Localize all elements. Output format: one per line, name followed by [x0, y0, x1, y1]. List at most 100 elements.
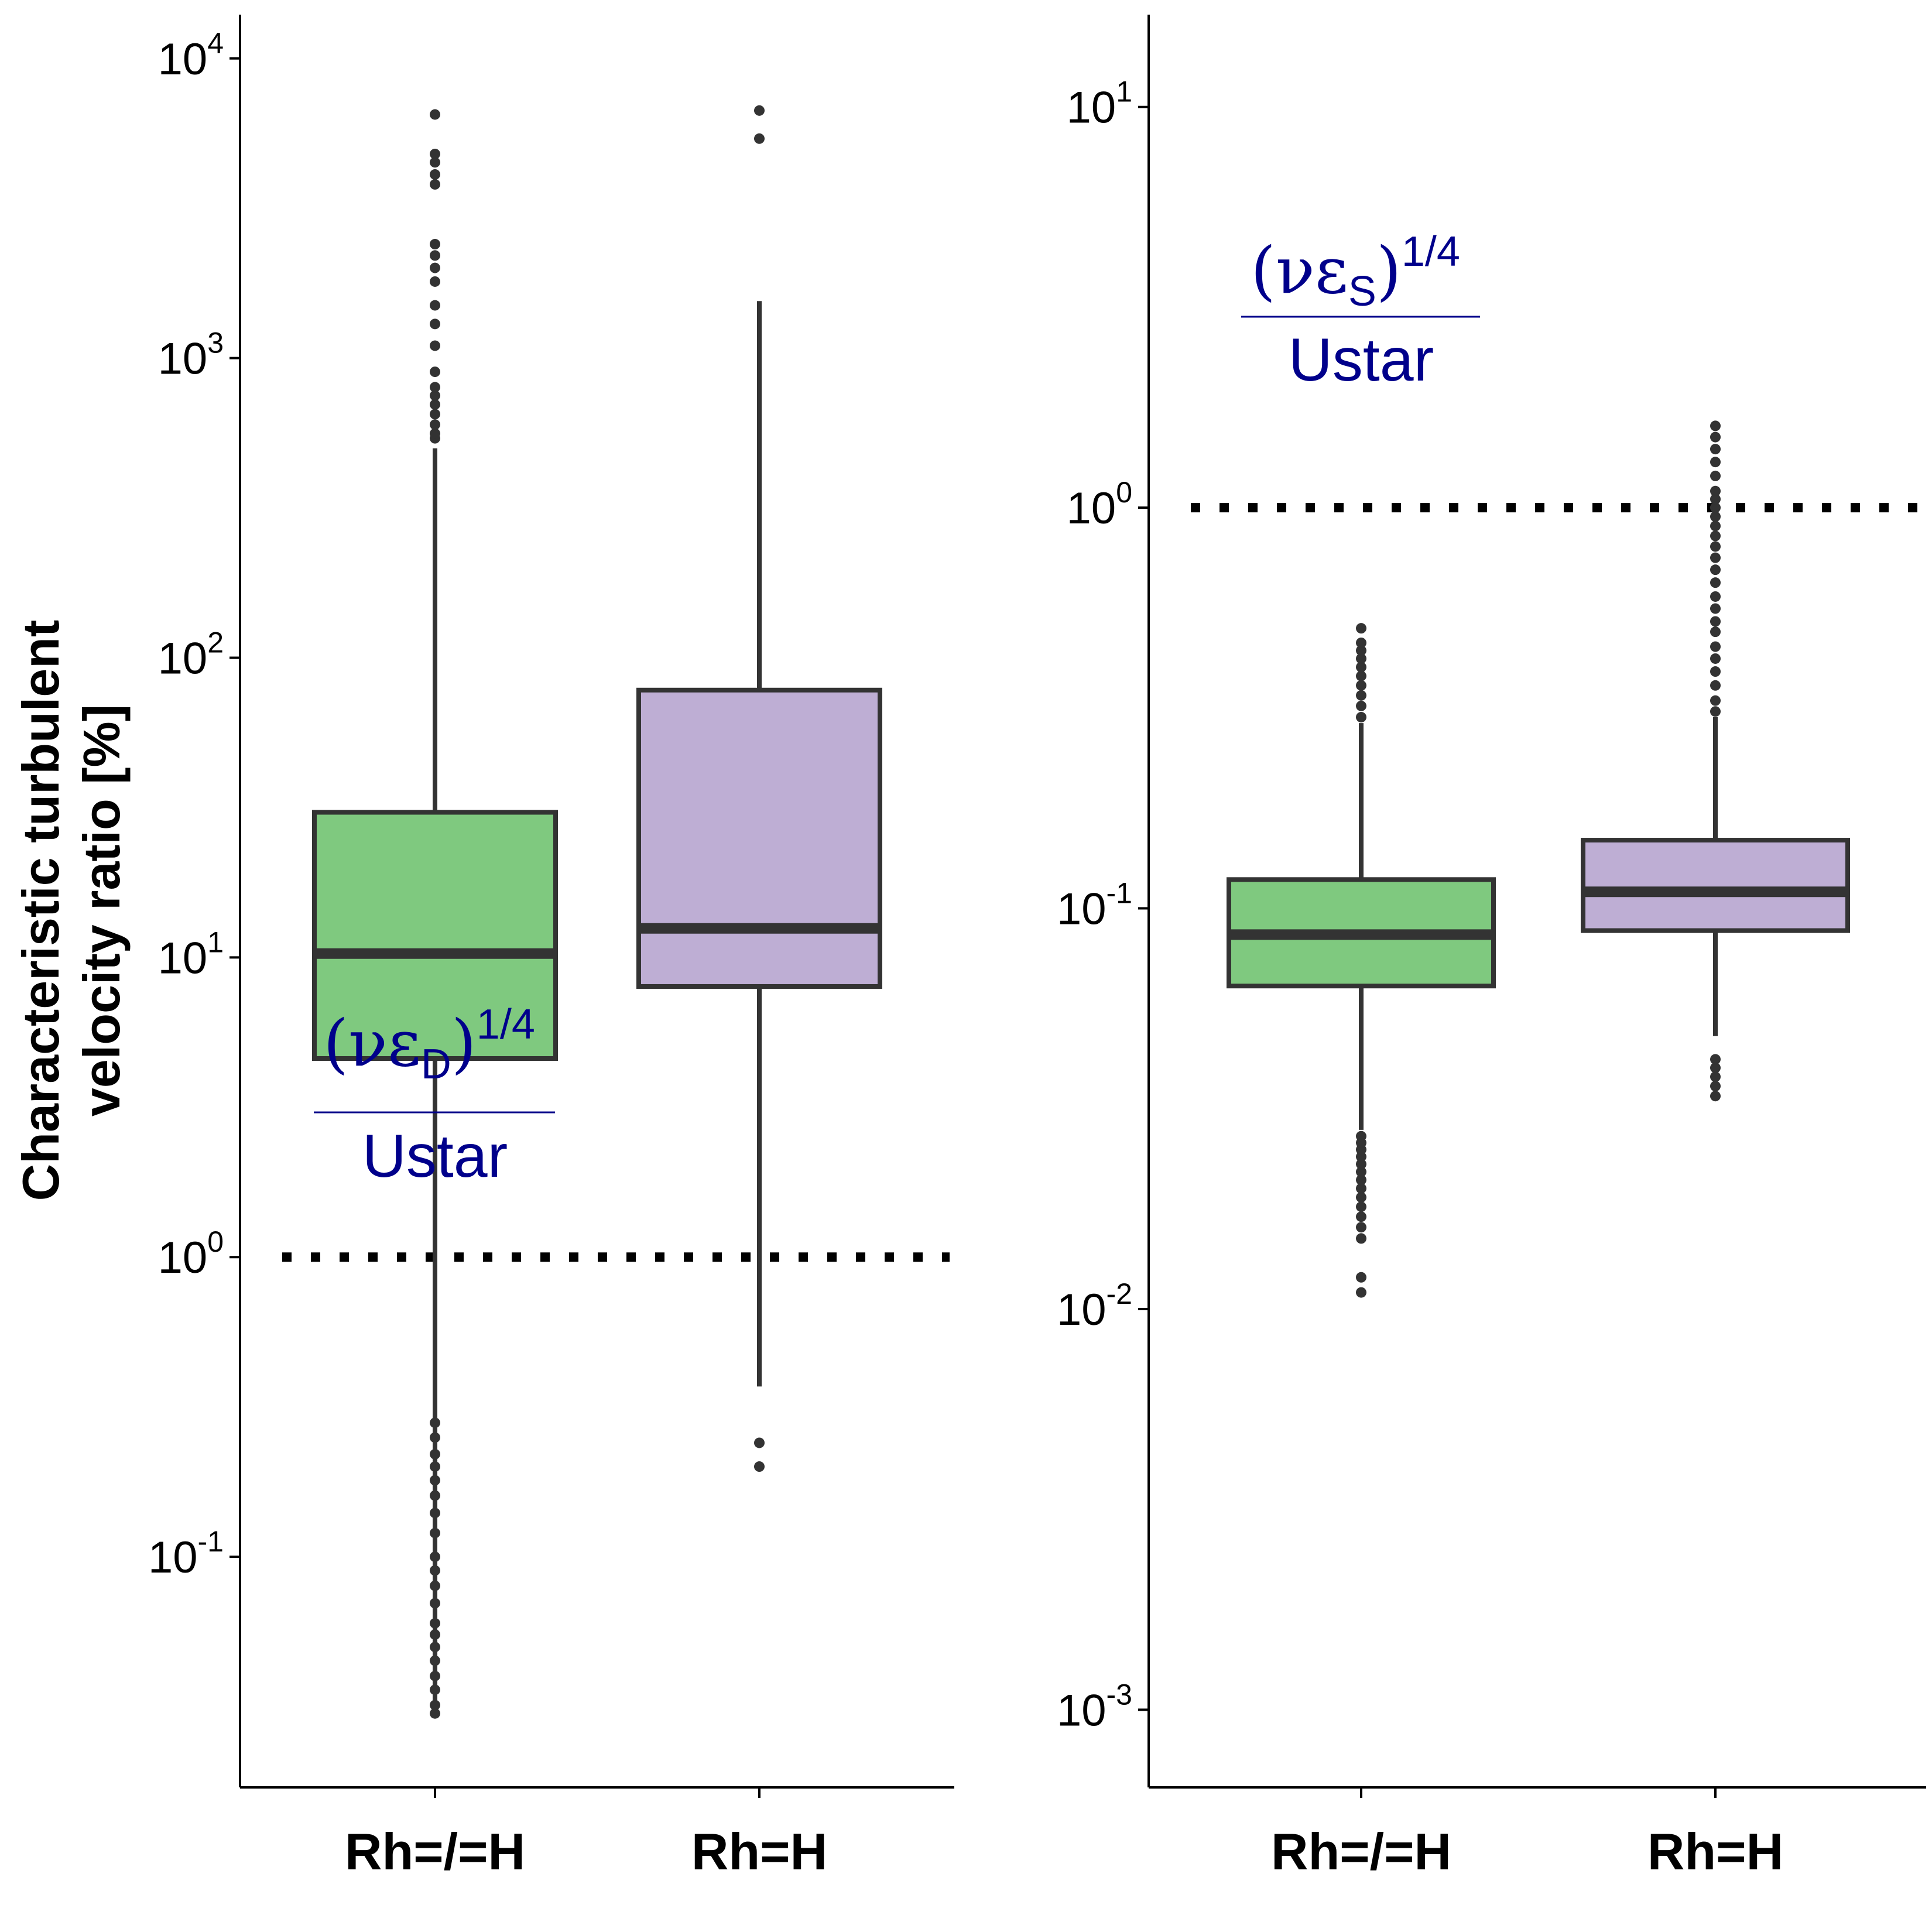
outlier-point	[754, 105, 765, 116]
outlier-point	[1356, 1233, 1366, 1244]
outlier-point	[1356, 1222, 1366, 1233]
outlier-point	[430, 1527, 440, 1539]
y-tick-exponent: -3	[1107, 1678, 1132, 1711]
formula-paren-close: )	[1376, 233, 1402, 308]
outlier-point	[430, 276, 440, 287]
outlier-point	[1710, 591, 1721, 602]
formula-paren-open: (	[323, 1006, 348, 1081]
formula-exponent: 1/4	[477, 1001, 535, 1048]
outlier-point	[1710, 706, 1721, 717]
outlier-point	[430, 366, 440, 378]
outlier-point	[1356, 1183, 1366, 1194]
outlier-point	[1710, 552, 1721, 563]
y-tick-label: 104	[158, 27, 224, 84]
outlier-point	[1710, 457, 1721, 468]
outlier-point	[430, 157, 440, 168]
outlier-point	[430, 1551, 440, 1563]
outlier-point	[430, 1670, 440, 1681]
outlier-point	[430, 262, 440, 273]
outlier-point	[1356, 662, 1366, 673]
outlier-point	[1710, 666, 1721, 677]
y-tick-exponent: -1	[198, 1525, 224, 1558]
y-tick-base: 10	[1067, 83, 1116, 133]
box-iqr	[636, 687, 882, 989]
y-tick-base: 10	[158, 933, 208, 983]
outlier-point	[430, 340, 440, 351]
outlier-point	[1710, 1071, 1721, 1083]
outlier-point	[430, 1642, 440, 1653]
formula-exponent: 1/4	[1402, 228, 1460, 275]
outlier-point	[1356, 1192, 1366, 1203]
outlier-point	[1710, 1062, 1721, 1073]
y-tick-label: 101	[1067, 76, 1132, 133]
outlier-point	[430, 382, 440, 393]
y-tick-base: 10	[148, 1533, 198, 1582]
outlier-point	[1356, 1166, 1366, 1177]
outlier-point	[430, 419, 440, 430]
formula-denominator: Ustar	[1289, 326, 1434, 394]
y-tick-label: 102	[158, 626, 224, 684]
y-tick-exponent: 4	[207, 27, 224, 60]
outlier-point	[1710, 564, 1721, 576]
outlier-point	[1710, 695, 1721, 706]
y-tick-label: 10-1	[1057, 877, 1132, 934]
outlier-point	[1710, 616, 1721, 627]
outlier-point	[430, 1629, 440, 1640]
outlier-point	[430, 179, 440, 190]
x-tick-label: Rh=H	[1647, 1823, 1783, 1880]
y-tick-label: 101	[158, 926, 224, 983]
outlier-point	[1710, 494, 1721, 505]
y-tick-base: 10	[1067, 484, 1116, 533]
y-axis-title: Characteristic turbulent velocity ratio …	[12, 620, 131, 1201]
y-tick-label: 100	[1067, 476, 1132, 533]
y-tick-exponent: -1	[1107, 877, 1132, 910]
x-tick-label: Rh=/=H	[345, 1823, 525, 1880]
box-group-rh-eq-h	[636, 105, 882, 1472]
outlier-point	[430, 1655, 440, 1666]
outlier-point	[1710, 431, 1721, 443]
box-group-rh-neq-h	[1227, 623, 1496, 1298]
outlier-point	[1710, 420, 1721, 431]
y-tick-exponent: 1	[1116, 76, 1132, 108]
outlier-point	[754, 1437, 765, 1448]
outlier-point	[1356, 623, 1366, 634]
outlier-point	[1710, 470, 1721, 481]
formula-symbol: νε	[1276, 233, 1348, 308]
outlier-point	[1710, 653, 1721, 664]
y-tick-label: 10-1	[148, 1525, 224, 1582]
formula-subscript: D	[421, 1041, 451, 1088]
outlier-point	[430, 1417, 440, 1429]
outlier-point	[430, 1448, 440, 1460]
outlier-point	[1710, 485, 1721, 496]
y-tick-label: 100	[158, 1225, 224, 1283]
outlier-point	[430, 399, 440, 410]
outlier-point	[430, 428, 440, 439]
y-tick-base: 10	[1057, 1285, 1107, 1335]
annotation-formula: (νεS)1/4 Ustar	[1241, 228, 1480, 394]
outlier-point	[1356, 653, 1366, 664]
outlier-point	[430, 390, 440, 401]
outlier-point	[1356, 645, 1366, 656]
y-tick-base: 10	[158, 1233, 208, 1283]
outlier-point	[430, 1508, 440, 1519]
y-tick-label: 103	[158, 327, 224, 384]
annotation-formula: (νεD)1/4 Ustar	[314, 1001, 555, 1190]
outlier-point	[1710, 577, 1721, 588]
outlier-point	[430, 1700, 440, 1711]
box-group-rh-neq-h	[312, 109, 558, 1719]
formula-paren-open: (	[1251, 233, 1276, 308]
outlier-point	[430, 409, 440, 420]
formula-denominator: Ustar	[362, 1122, 508, 1190]
box-iqr	[1581, 838, 1850, 933]
outlier-point	[1356, 700, 1366, 711]
outlier-point	[430, 1684, 440, 1695]
y-tick-base: 10	[1057, 885, 1107, 934]
formula-numerator: (νεS)1/4	[1251, 228, 1460, 315]
outlier-point	[1356, 1201, 1366, 1212]
y-tick-base: 10	[1057, 1686, 1107, 1735]
outlier-point	[430, 1565, 440, 1576]
outlier-point	[430, 250, 440, 261]
outlier-point	[430, 1580, 440, 1591]
